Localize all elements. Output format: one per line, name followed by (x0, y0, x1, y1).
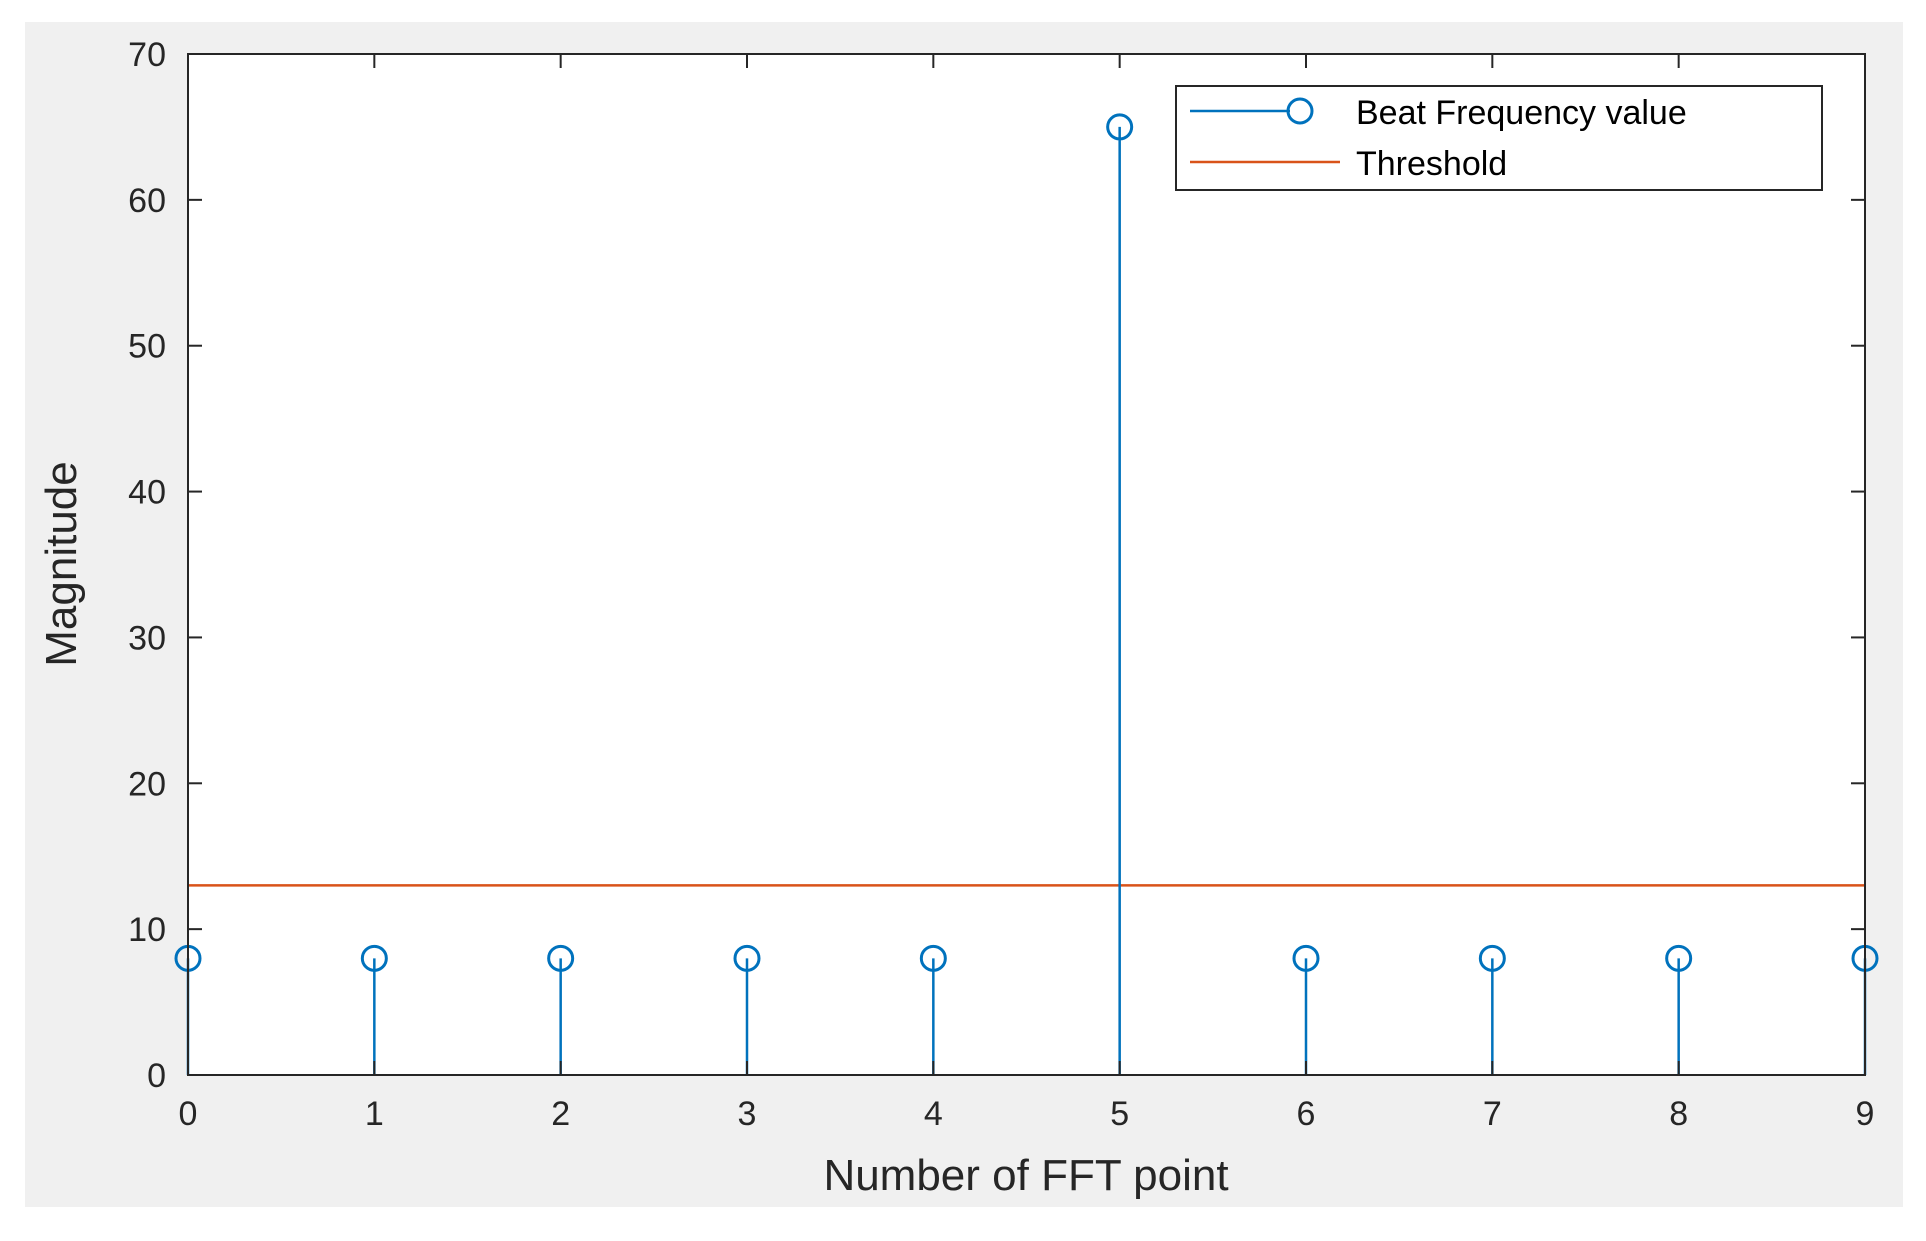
legend-beat-frequency-marker (1286, 97, 1314, 125)
stem-marker (360, 944, 388, 972)
legend: Beat Frequency value Threshold (1175, 85, 1823, 191)
y-tick-label: 20 (128, 765, 166, 803)
y-tick-label: 40 (128, 474, 166, 512)
ticks-layer (187, 53, 1866, 1076)
legend-box (1175, 85, 1823, 191)
stem-marker (1665, 944, 1693, 972)
stem-marker (733, 944, 761, 972)
y-axis-title: Magnitude (37, 461, 86, 666)
y-tick-label: 70 (128, 36, 166, 74)
x-tick-label: 0 (179, 1095, 198, 1133)
y-tick-label: 50 (128, 328, 166, 366)
y-tick-label: 0 (147, 1057, 166, 1095)
x-tick-label: 8 (1669, 1095, 1688, 1133)
y-tick-label: 10 (128, 911, 166, 949)
stems-layer (174, 113, 1879, 1075)
x-tick-label: 3 (738, 1095, 757, 1133)
tick-labels-layer: 0 1 2 3 4 5 6 7 8 9 0 10 20 30 40 50 60 70 (128, 36, 1874, 1133)
stem-marker (919, 944, 947, 972)
legend-label-threshold: Threshold (1356, 145, 1507, 183)
x-tick-label: 4 (924, 1095, 943, 1133)
x-tick-label: 6 (1297, 1095, 1316, 1133)
x-tick-label: 5 (1110, 1095, 1129, 1133)
stem-marker (1106, 113, 1134, 141)
plot-area (188, 54, 1865, 1075)
stem-marker (547, 944, 575, 972)
y-tick-label: 60 (128, 182, 166, 220)
y-tick-label: 30 (128, 619, 166, 657)
x-tick-label: 1 (365, 1095, 384, 1133)
stem-marker (1292, 944, 1320, 972)
x-tick-label: 2 (551, 1095, 570, 1133)
stem-marker (1478, 944, 1506, 972)
x-tick-label: 9 (1856, 1095, 1875, 1133)
axes-box (187, 53, 1866, 1076)
legend-label-beat-frequency: Beat Frequency value (1356, 94, 1687, 132)
x-axis-title: Number of FFT point (823, 1151, 1228, 1200)
x-tick-label: 7 (1483, 1095, 1502, 1133)
